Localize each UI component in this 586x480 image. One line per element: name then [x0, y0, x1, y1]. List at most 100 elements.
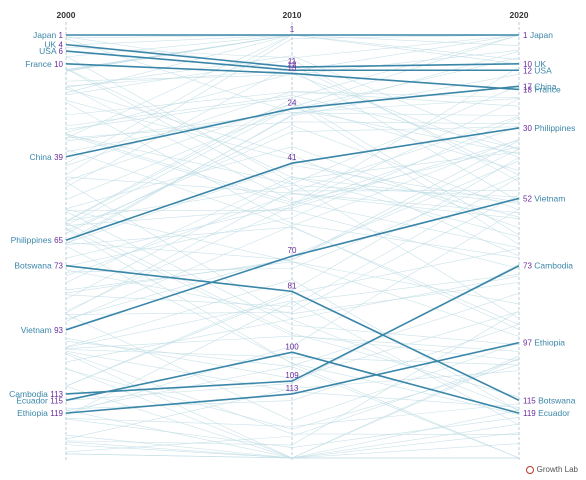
background-line [65, 151, 520, 300]
rank-2000-cambodia: 113 [50, 390, 63, 399]
series-line-philippines [65, 127, 520, 241]
background-line [65, 245, 520, 415]
rank-2000-ethiopia: 119 [50, 409, 63, 418]
label-2020-france: 18 France [523, 84, 561, 94]
background-line [65, 146, 520, 229]
background-line [65, 177, 520, 307]
series-line-ethiopia [65, 341, 520, 414]
rank-2020-philippines: 30 [523, 124, 532, 133]
background-line [65, 349, 520, 366]
series-line-uk [65, 43, 520, 68]
label-2020-usa: 12 USA [523, 65, 552, 75]
background-line [65, 300, 520, 426]
background-line [65, 310, 520, 446]
background-line [65, 269, 520, 314]
rank-2000-usa: 6 [59, 47, 64, 56]
background-line [65, 181, 520, 411]
year-label-2000: 2000 [57, 10, 76, 20]
background-line [65, 117, 520, 267]
rank-2010-vietnam: 70 [288, 246, 297, 255]
rank-2020-cambodia: 73 [523, 262, 532, 271]
background-line [65, 139, 520, 226]
label-2020-ecuador: 119 Ecuador [523, 408, 570, 418]
background-line [65, 34, 520, 130]
background-line [65, 227, 520, 361]
rank-2010-uk: 11 [288, 57, 297, 66]
growth-lab-logo: Growth Lab [525, 465, 578, 474]
rank-2000-france: 10 [54, 60, 63, 69]
series-line-cambodia [65, 265, 520, 395]
label-2000-vietnam: Vietnam 93 [21, 325, 64, 335]
rank-2020-uk: 10 [523, 60, 532, 69]
background-line [65, 194, 520, 315]
background-line [65, 68, 520, 192]
rank-2020-usa: 12 [523, 66, 532, 75]
label-2020-china: 17 China [523, 81, 557, 91]
background-line [65, 121, 520, 139]
background-line [65, 66, 520, 259]
highlight-lines [65, 34, 520, 414]
rank-2010-usa: 12 [288, 60, 297, 69]
rank-2020-vietnam: 52 [523, 194, 532, 203]
background-line [65, 211, 520, 346]
background-line [65, 226, 520, 325]
label-2000-botswana: Botswana 73 [14, 261, 63, 271]
label-2020-japan: 1 Japan [523, 30, 553, 40]
rank-2000-uk: 4 [59, 41, 64, 50]
background-line [65, 417, 520, 448]
background-line [65, 340, 520, 459]
rank-2010-japan: 1 [290, 25, 295, 34]
rank-2020-china: 17 [523, 82, 532, 91]
series-line-france [65, 63, 520, 91]
rank-2000-china: 39 [54, 153, 63, 162]
background-line [65, 50, 520, 245]
background-line [65, 149, 520, 330]
background-line [65, 100, 520, 218]
rank-2010-china: 24 [288, 99, 297, 108]
label-2000-china: China 39 [30, 152, 64, 162]
logo-icon [525, 465, 534, 474]
background-line [65, 222, 520, 398]
label-2000-france: France 10 [25, 59, 63, 69]
series-line-usa [65, 50, 519, 72]
background-lines [65, 34, 520, 459]
background-line [65, 124, 520, 234]
background-line [65, 403, 520, 427]
background-line [65, 55, 520, 319]
label-2000-philippines: Philippines 65 [11, 235, 64, 245]
background-line [65, 126, 520, 312]
rank-2000-philippines: 65 [54, 236, 63, 245]
rank-2010-cambodia: 109 [285, 371, 299, 380]
series-line-botswana [65, 264, 520, 402]
background-line [65, 102, 520, 259]
background-line [65, 59, 520, 182]
background-line [65, 208, 520, 415]
background-line [65, 67, 520, 204]
background-line [65, 335, 520, 352]
background-line [65, 248, 520, 387]
label-2020-ethiopia: 97 Ethiopia [523, 338, 565, 348]
rank-2020-ethiopia: 97 [523, 339, 532, 348]
year-label-2020: 2020 [510, 10, 529, 20]
label-2000-uk: UK 4 [44, 40, 63, 50]
background-line [65, 64, 520, 188]
rank-2010-france: 13 [288, 63, 297, 72]
background-line [65, 98, 520, 206]
background-line [65, 140, 520, 294]
label-2020-vietnam: 52 Vietnam [523, 193, 565, 203]
label-2000-japan: Japan 1 [33, 30, 64, 40]
rank-2010-ecuador: 100 [285, 342, 299, 351]
background-line [65, 432, 520, 459]
background-line [65, 274, 520, 417]
background-line [65, 34, 520, 226]
rank-2020-ecuador: 119 [523, 409, 536, 418]
rank-2000-vietnam: 93 [54, 326, 63, 335]
background-line [65, 370, 520, 440]
label-2020-botswana: 115 Botswana [523, 395, 576, 405]
background-line [65, 88, 520, 257]
label-2020-uk: 10 UK [523, 59, 546, 69]
background-line [65, 292, 520, 412]
background-line [65, 190, 520, 314]
